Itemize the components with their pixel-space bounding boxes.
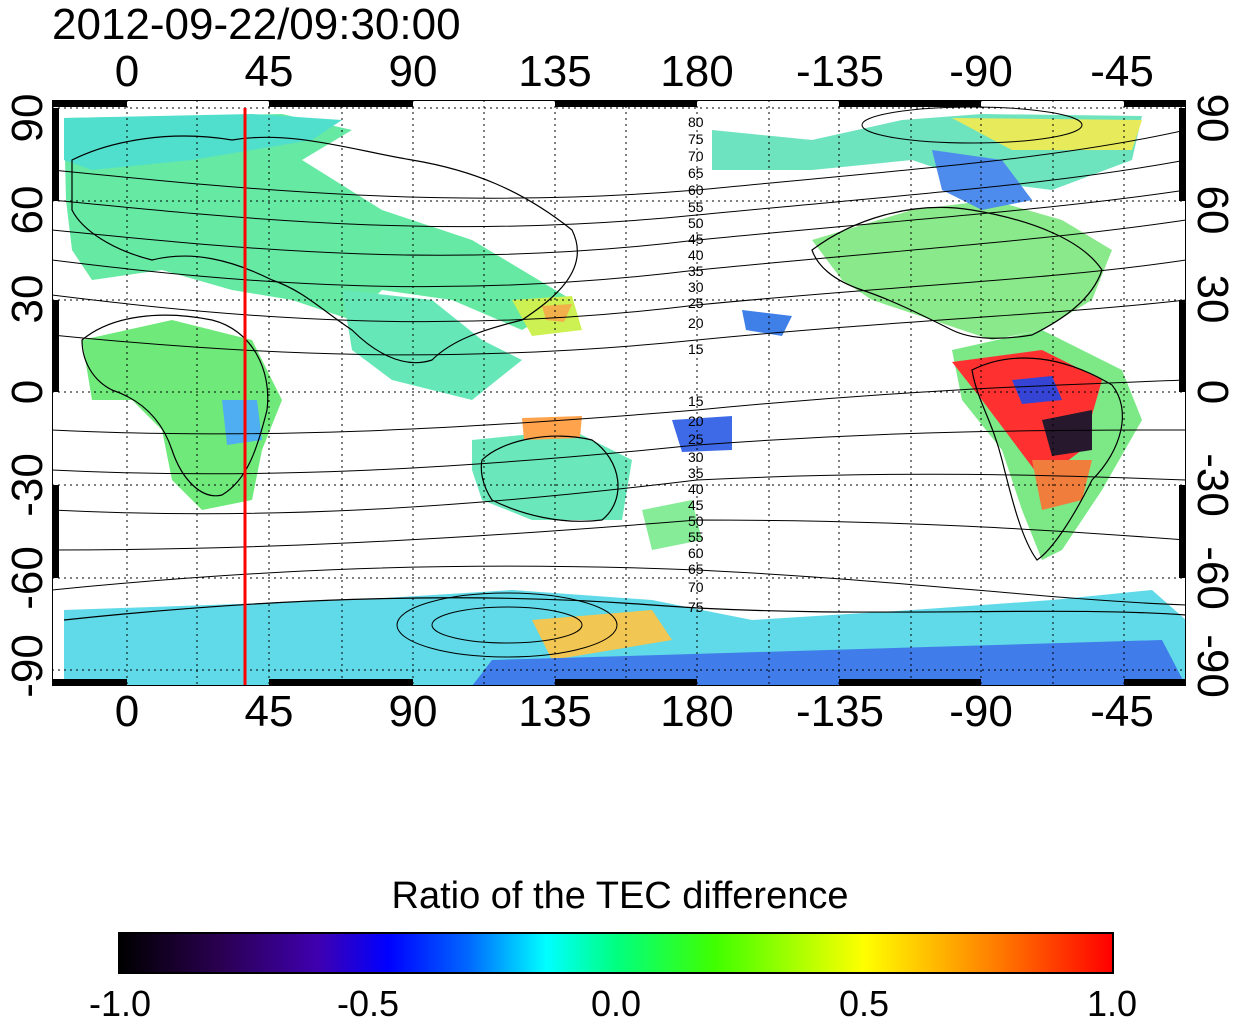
- colorbar-title: Ratio of the TEC difference: [391, 875, 849, 917]
- lon-tick-bottom: -45: [1090, 687, 1154, 736]
- lon-tick-bottom: 45: [244, 687, 294, 736]
- patch-australia: [472, 430, 632, 520]
- contour-label: 40: [688, 247, 704, 263]
- patch-sa-orange: [1032, 460, 1092, 510]
- coast-australia: [480, 435, 619, 522]
- colorbar-tick: 0.5: [838, 983, 890, 1024]
- contour-label: 30: [688, 449, 704, 465]
- lon-tick-bottom: 90: [388, 687, 438, 736]
- lat-tick-left: -30: [3, 453, 52, 517]
- lon-tick-top: 90: [388, 47, 438, 96]
- contour-labels-south: 15 20 25 30 35 40 45 50 55 60 65 70 75: [688, 393, 704, 615]
- contour-label: 35: [688, 465, 704, 481]
- contour-label: 70: [688, 148, 704, 164]
- contour-label: 35: [688, 263, 704, 279]
- contour-label: 45: [688, 497, 704, 513]
- patch-nz: [642, 500, 702, 550]
- lon-tick-top: -45: [1090, 47, 1154, 96]
- colorbar-tick: 0.0: [590, 983, 642, 1024]
- lat-tick-right: 60: [1188, 185, 1237, 235]
- patch-sa-dark: [1042, 410, 1092, 456]
- map-frame: [52, 100, 1186, 686]
- lon-tick-top: 180: [660, 47, 734, 96]
- lon-tick-bottom: -135: [795, 687, 885, 736]
- contour-label: 55: [688, 529, 704, 545]
- patch-north-america: [812, 200, 1112, 340]
- contour-label: 65: [688, 165, 704, 181]
- contour-label: 20: [688, 315, 704, 331]
- contour-label: 25: [688, 295, 704, 311]
- patch-pacific-blue: [672, 416, 732, 452]
- contour-label: 80: [688, 114, 704, 130]
- contour-label: 20: [688, 413, 704, 429]
- contour-label: 30: [688, 279, 704, 295]
- contour-labels-north: 80 75 70 65 60 55 50 45 40 35 30 25 20 1…: [688, 114, 704, 357]
- colorbar: [118, 932, 1114, 974]
- contour-lines: [52, 106, 1186, 658]
- lon-tick-top: 45: [244, 47, 294, 96]
- lat-tick-right: -60: [1188, 546, 1237, 610]
- contour-label: 45: [688, 231, 704, 247]
- map-timestamp-title: 2012-09-22/09:30:00: [52, 0, 461, 49]
- patch-sa-blue: [1012, 376, 1062, 404]
- lat-tick-right: 30: [1188, 274, 1237, 324]
- contour-label: 25: [688, 431, 704, 447]
- lat-tick-left: 30: [3, 274, 52, 324]
- patch-africa: [82, 320, 282, 510]
- contour-label: 60: [688, 545, 704, 561]
- patch-arctic-eurasia: [64, 114, 342, 170]
- lon-tick-top: -135: [795, 47, 885, 96]
- contour-label: 50: [688, 215, 704, 231]
- contour-label: 70: [688, 579, 704, 595]
- contour-label: 55: [688, 199, 704, 215]
- contour-label: 40: [688, 481, 704, 497]
- coast-africa: [81, 314, 269, 497]
- lat-tick-right: 0: [1188, 379, 1237, 405]
- tec-ratio-map: 80 75 70 65 60 55 50 45 40 35 30 25 20 1…: [52, 100, 1186, 686]
- contour-label: 75: [688, 599, 704, 615]
- lat-tick-right: -30: [1188, 453, 1237, 517]
- patch-south-asia: [342, 290, 522, 400]
- lon-tick-bottom: -90: [949, 687, 1013, 736]
- lat-tick-right: 90: [1188, 93, 1237, 143]
- lat-tick-right: -90: [1188, 634, 1237, 698]
- patch-antarctica-orange: [532, 610, 672, 660]
- contour-label: 65: [688, 561, 704, 577]
- colorbar-tick: 1.0: [1086, 983, 1138, 1024]
- lat-tick-left: 90: [3, 93, 52, 143]
- patch-pacific-blue-2: [742, 310, 792, 336]
- lat-tick-left: 60: [3, 185, 52, 235]
- lat-tick-left: -60: [3, 546, 52, 610]
- contour-label: 15: [688, 341, 704, 357]
- lon-tick-bottom: 180: [660, 687, 734, 736]
- coast-south-america: [971, 357, 1123, 561]
- lon-tick-top: 135: [518, 47, 592, 96]
- colorbar-tick: -1.0: [88, 983, 152, 1024]
- lon-tick-top: 0: [114, 47, 140, 96]
- coast-north-america: [811, 206, 1103, 339]
- colorbar-tick: -0.5: [336, 983, 400, 1024]
- patch-antarctica-blue: [472, 640, 1186, 686]
- contour-label: 60: [688, 182, 704, 198]
- lat-tick-left: -90: [3, 634, 52, 698]
- coast-eurasia: [71, 135, 578, 364]
- patch-africa-blue: [222, 400, 262, 445]
- contour-label: 75: [688, 131, 704, 147]
- lon-tick-bottom: 0: [114, 687, 140, 736]
- lon-tick-top: -90: [949, 47, 1013, 96]
- contour-label: 15: [688, 393, 704, 409]
- lat-tick-left: 0: [3, 379, 52, 405]
- contour-label: 50: [688, 513, 704, 529]
- lon-tick-bottom: 135: [518, 687, 592, 736]
